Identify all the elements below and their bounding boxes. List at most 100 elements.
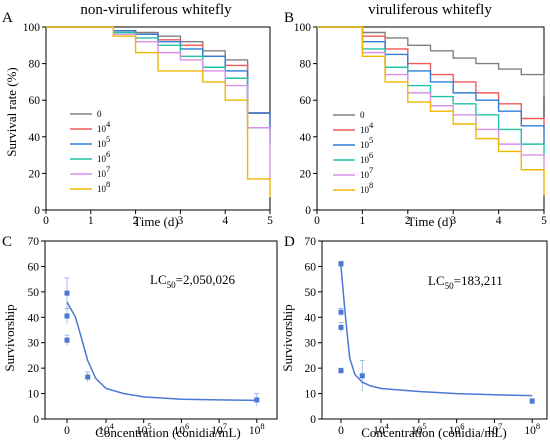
panel-d-xtick-label: 107 [487,421,503,437]
panel-a-ylabel: Survival rate (%) [4,67,19,157]
panel-d-ylabel: Survivorship [280,304,295,371]
panel-b-xlabel: Time (d) [407,214,452,229]
panel-a-series-line [46,26,271,130]
panel-b-xtick-label: 2 [405,215,411,227]
panel-a-xtick-label: 4 [222,215,228,227]
panel-d-xtick-label: 104 [373,421,390,437]
panel-c-ytick-label: 30 [28,338,40,350]
panel-c-xtick-label: 108 [249,421,265,437]
panel-d-ytick-label: 70 [305,236,317,248]
panel-d-fit-curve [340,266,533,397]
panel-b-ytick-label: 80 [300,59,312,71]
panel-b-frame [316,26,545,211]
panel-b-ytick-label: 100 [294,22,312,34]
panel-a-legend-label: 106 [97,149,110,164]
panel-b-letter: B [284,10,294,26]
panel-b: B viruliferous whitefly Time (d) 0 1 2 3 4 50… [284,2,547,229]
panel-b-xtick-label: 5 [541,215,547,227]
panel-a-legend-label: 0 [97,109,102,119]
panel-b-xtick-label: 1 [360,215,366,227]
panel-c-data-point [64,337,70,343]
panel-d-lc50-label: LC50=183,211 [428,273,503,291]
panel-d-ytick-label: 0 [310,414,316,426]
panel-a-title: non-viruliferous whitefly [80,2,232,18]
panel-d-xtick-label: 106 [449,421,465,437]
panel-a-ytick-label: 20 [29,168,41,180]
panel-c-ticks: 0 104 105 106 107 108 0 10 20 30 40 50 60 70 [28,236,265,437]
panel-a-xtick-label: 0 [43,215,49,227]
panel-c-plot [64,277,260,407]
panel-b-legend-label: 105 [360,135,373,150]
panel-b-ytick-label: 20 [300,168,312,180]
panel-d-data-point [359,373,365,379]
panel-c-xtick-label: 105 [136,421,152,437]
panel-b-series-line [317,26,545,97]
panel-a-ytick-label: 0 [34,205,40,217]
panel-a-ytick-label: 80 [29,59,41,71]
panel-c-ytick-label: 50 [28,287,40,299]
panel-a-xtick-label: 5 [267,215,273,227]
panel-a-legend-label: 108 [97,179,110,194]
panel-c-data-point [64,290,70,296]
panel-a-series [46,26,271,198]
panel-b-legend-label: 106 [360,150,373,165]
panel-b-ytick-label: 0 [305,205,311,217]
panel-c-ytick-label: 10 [28,389,40,401]
panel-b-series [317,26,545,196]
panel-d-ytick-label: 20 [305,363,317,375]
panel-a-ytick-label: 40 [29,132,41,144]
panel-c-ytick-label: 60 [28,261,40,273]
panel-c-ylabel: Survivorship [2,304,17,371]
panel-c-ytick-label: 20 [28,363,40,375]
panel-c-xtick-label: 107 [211,421,227,437]
panel-b-legend-label: 104 [360,120,374,135]
panel-a-ticks: 0 1 2 3 4 5 0 20 40 60 80 100 [23,22,273,227]
panel-d-xtick-label: 0 [338,425,344,437]
panel-b-ytick-label: 40 [300,132,312,144]
panel-d-xtick-label: 105 [411,421,427,437]
panel-c-lc50-label: LC50=2,050,026 [150,272,235,290]
panel-a-series-line [46,26,271,179]
panel-d-xtick-label: 108 [524,421,540,437]
panel-c-frame [44,240,278,420]
panel-b-ticks: 0 1 2 3 4 5 0 20 40 60 80 100 [294,22,547,227]
panel-a-xlabel: Time (d) [133,214,178,229]
panel-a: A non-viruliferous whitefly Survival rat… [2,2,273,229]
panel-a-legend-label: 104 [97,119,111,134]
panel-c-letter: C [2,234,12,250]
panel-d-frame [321,240,548,420]
panel-d-data-point [338,261,344,267]
panel-a-xtick-label: 3 [178,215,184,227]
panel-c-xtick-label: 106 [174,421,190,437]
panel-c-xtick-label: 104 [98,421,115,437]
panel-d-plot [338,260,535,404]
panel-b-ytick-label: 60 [300,95,312,107]
panel-c-fit-curve [66,301,257,402]
panel-a-xtick-label: 1 [88,215,94,227]
panel-d-ytick-label: 10 [305,389,317,401]
panel-b-title: viruliferous whitefly [368,2,492,18]
panel-d-data-point [338,309,344,315]
panel-d: D Survivorship Concentration (conidia/mL… [280,234,548,440]
panel-a-ytick-label: 60 [29,95,41,107]
panel-a-ytick-label: 100 [23,22,41,34]
panel-a-series-line [46,26,271,198]
panel-d-letter: D [284,234,295,250]
panel-b-series-line [317,26,545,196]
panel-d-xlabel: Concentration (conidia/mL) [361,425,506,440]
panel-c-ytick-label: 0 [33,414,39,426]
panel-c-xtick-label: 0 [64,425,70,437]
panel-d-data-point [338,368,344,374]
panel-d-ytick-label: 40 [305,312,317,324]
panel-c-data-point [85,374,91,380]
panel-b-xtick-label: 0 [314,215,320,227]
panel-a-legend-label: 105 [97,134,110,149]
panel-b-xtick-label: 3 [450,215,456,227]
panel-b-xtick-label: 4 [496,215,502,227]
panel-a-legend-label: 107 [97,164,110,179]
panel-b-legend-label: 0 [360,110,365,120]
panel-c-ytick-label: 70 [28,236,40,248]
panel-d-ytick-label: 60 [305,261,317,273]
